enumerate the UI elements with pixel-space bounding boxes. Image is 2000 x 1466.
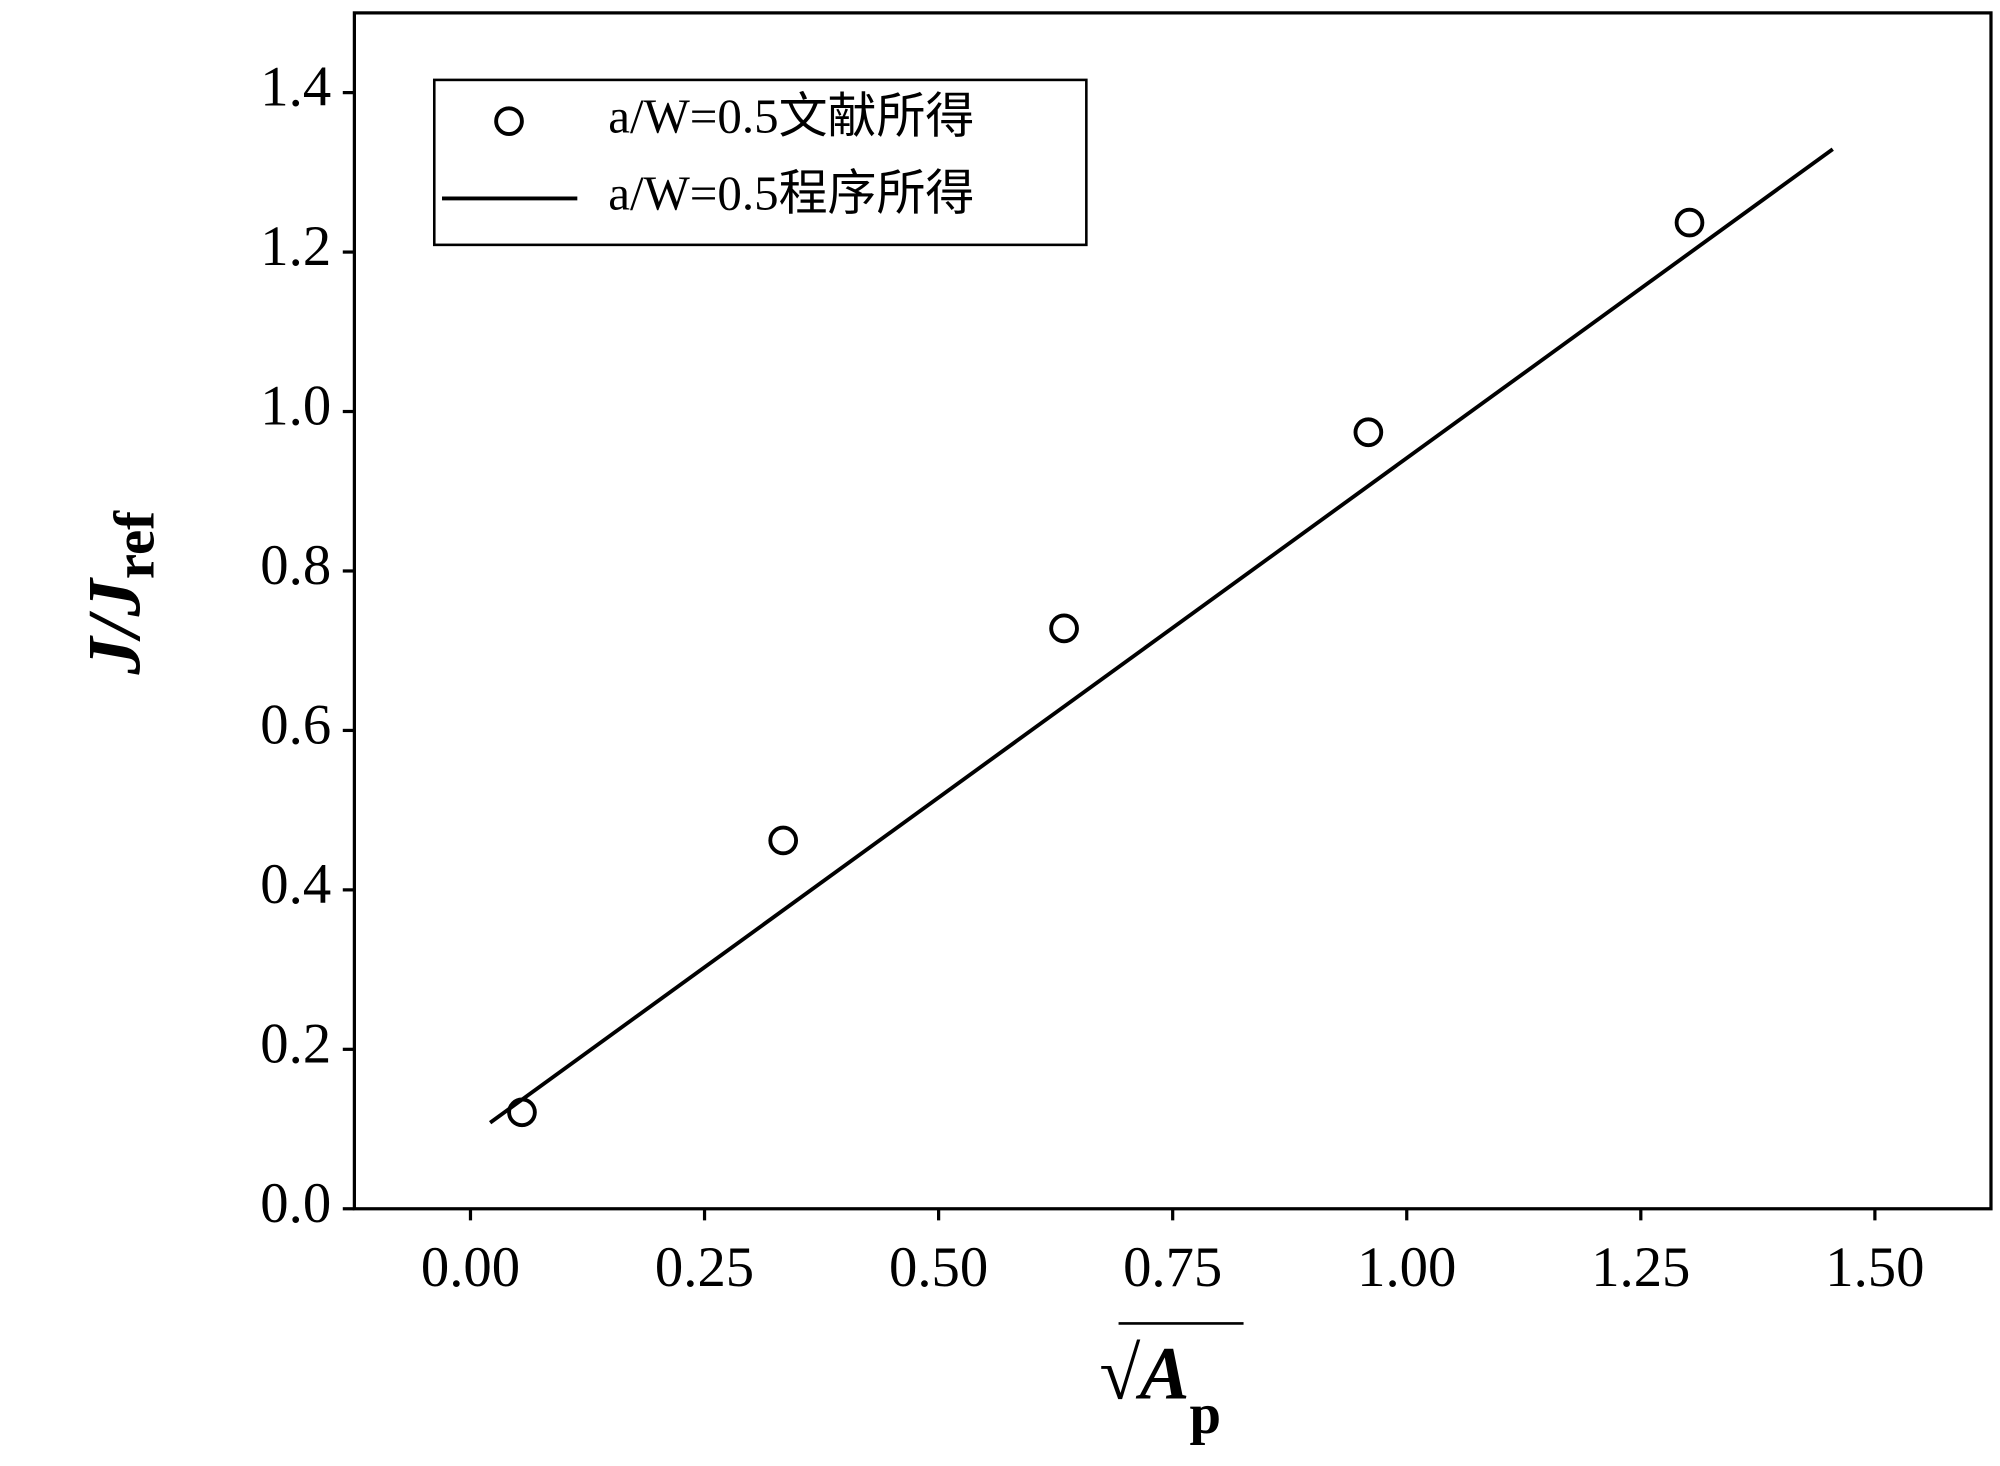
- y-label-main: J/J: [74, 577, 157, 676]
- y-label-sub: ref: [103, 510, 166, 579]
- x-tick-label: 0.75: [1123, 1236, 1222, 1299]
- y-tick-label: 0.8: [260, 534, 331, 597]
- data-point: [1049, 613, 1079, 644]
- x-axis-label: √Ap: [1099, 1333, 1221, 1447]
- data-point: [1674, 207, 1705, 238]
- y-tick-label: 0.2: [260, 1012, 331, 1075]
- data-point: [768, 825, 799, 856]
- x-tick-label: 0.50: [889, 1236, 988, 1299]
- x-tick-label: 1.25: [1591, 1236, 1690, 1299]
- x-tick-label: 1.50: [1825, 1236, 1924, 1299]
- y-axis-label: J/Jref: [74, 510, 167, 676]
- y-tick-label: 1.0: [260, 375, 331, 438]
- legend-label: a/W=0.5文献所得: [608, 88, 974, 143]
- x-tick-label: 1.00: [1357, 1236, 1456, 1299]
- legend-label: a/W=0.5程序所得: [608, 166, 974, 221]
- y-tick-label: 0.4: [260, 853, 331, 916]
- y-tick-label: 0.6: [260, 693, 331, 756]
- y-tick-label: 0.0: [260, 1172, 331, 1235]
- legend-marker: [494, 106, 524, 136]
- y-tick-label: 1.2: [260, 215, 331, 278]
- y-tick-label: 1.4: [260, 56, 331, 119]
- x-tick-label: 0.00: [421, 1236, 520, 1299]
- x-label-sub: p: [1189, 1383, 1221, 1446]
- x-tick-label: 0.25: [655, 1236, 754, 1299]
- legend-box: [432, 78, 1088, 247]
- data-point: [507, 1097, 537, 1128]
- fit-line: [489, 147, 1834, 1125]
- x-label-main: √A: [1099, 1333, 1190, 1416]
- data-point: [1353, 417, 1384, 448]
